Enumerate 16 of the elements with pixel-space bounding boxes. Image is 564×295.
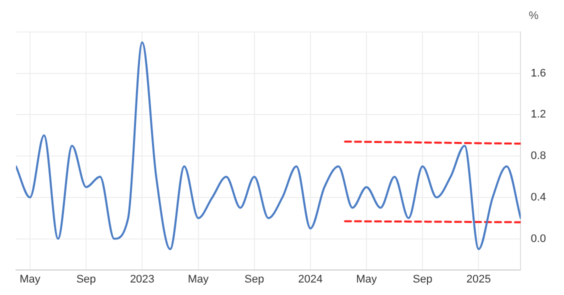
line-series xyxy=(16,41,521,250)
x-tick-label: 2024 xyxy=(298,273,323,286)
x-tick-label: May xyxy=(356,273,378,286)
x-tick-label: May xyxy=(20,273,41,286)
y-tick-label: 0.8 xyxy=(530,150,546,162)
y-tick-label: 1.2 xyxy=(530,108,546,121)
x-tick-label: Sep xyxy=(244,273,264,286)
x-tick-label: 2025 xyxy=(466,273,491,286)
x-tick-label: Sep xyxy=(412,273,432,286)
x-tick-label: 2023 xyxy=(130,273,154,286)
x-tick-label: Sep xyxy=(76,273,96,286)
y-tick-label: 0.4 xyxy=(530,191,546,204)
x-tick-label: May xyxy=(188,273,210,286)
y-tick-label: 1.6 xyxy=(530,67,546,80)
y-axis-title: % xyxy=(528,10,539,22)
y-tick-label: 0.0 xyxy=(530,232,546,245)
